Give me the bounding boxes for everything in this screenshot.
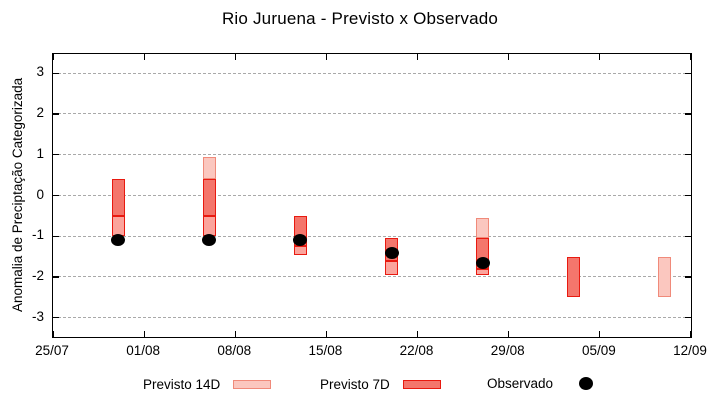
- y-tick-mark: [53, 113, 59, 115]
- gridline: [53, 154, 691, 156]
- forecast-bar-segment: [202, 215, 216, 237]
- y-tick-label: -3: [31, 308, 44, 324]
- x-tick-mark: [599, 331, 601, 337]
- y-tick-mark: [685, 276, 691, 278]
- previsto-7d-swatch-icon: [402, 380, 441, 389]
- x-tick-mark: [143, 331, 145, 337]
- forecast-bar-segment: [658, 256, 672, 298]
- legend-label-previsto-7d: Previsto 7D: [320, 377, 390, 392]
- x-tick-mark: [690, 54, 692, 60]
- gridline: [53, 276, 691, 278]
- x-tick-label: 12/09: [673, 343, 707, 358]
- legend-item-observado: Observado: [487, 376, 594, 391]
- x-tick-mark: [599, 54, 601, 60]
- observed-dot: [111, 234, 126, 247]
- x-tick-mark: [416, 331, 419, 337]
- x-tick-mark: [234, 54, 236, 60]
- y-tick-mark: [53, 194, 59, 197]
- observado-dot-icon: [579, 377, 594, 390]
- legend-label-previsto-14d: Previsto 14D: [143, 377, 221, 392]
- x-tick-mark: [52, 54, 54, 60]
- y-tick-mark: [685, 113, 691, 115]
- x-tick-mark: [52, 331, 54, 337]
- y-tick-mark: [53, 276, 59, 278]
- y-tick-label: 2: [36, 104, 44, 120]
- y-tick-label: 1: [36, 145, 44, 161]
- y-tick-mark: [53, 317, 59, 319]
- y-tick-mark: [685, 317, 691, 319]
- x-tick-label: 22/08: [399, 343, 434, 358]
- x-tick-label: 01/08: [126, 343, 161, 358]
- observed-dot: [293, 234, 308, 247]
- y-tick-mark: [53, 72, 59, 74]
- y-tick-label: 0: [36, 186, 44, 202]
- legend: Previsto 14D Previsto 7D Observado: [0, 372, 720, 398]
- x-tick-label: 29/08: [490, 343, 525, 358]
- y-tick-mark: [685, 154, 691, 156]
- observed-dot: [384, 246, 399, 259]
- x-tick-label: 08/08: [217, 343, 252, 358]
- y-tick-label: -1: [31, 227, 44, 243]
- previsto-14d-swatch-icon: [233, 380, 272, 389]
- legend-item-previsto-14d: Previsto 14D: [143, 377, 272, 392]
- x-tick-label: 05/09: [581, 343, 616, 358]
- forecast-bar-segment: [293, 246, 307, 255]
- gridline: [53, 72, 691, 74]
- observed-dot: [202, 234, 217, 247]
- y-tick-mark: [53, 235, 59, 237]
- observed-dot: [475, 256, 490, 269]
- forecast-bar-segment: [476, 217, 490, 239]
- plot-area: [52, 53, 692, 338]
- forecast-bar-segment: [567, 256, 581, 298]
- forecast-bar-segment: [385, 260, 399, 275]
- y-tick-label: 3: [36, 64, 44, 80]
- legend-label-observado: Observado: [487, 376, 554, 391]
- x-tick-mark: [234, 331, 236, 337]
- x-tick-mark: [508, 331, 510, 337]
- forecast-bar-segment: [111, 179, 125, 216]
- forecast-bar-segment: [202, 179, 216, 216]
- x-tick-mark: [143, 54, 145, 60]
- y-tick-mark: [53, 154, 59, 156]
- y-tick-mark: [685, 194, 691, 197]
- chart-title: Rio Juruena - Previsto x Observado: [221, 9, 499, 28]
- y-tick-mark: [685, 72, 691, 74]
- y-tick-mark: [685, 235, 691, 237]
- gridline: [53, 317, 691, 319]
- gridline: [53, 113, 691, 115]
- forecast-bar-segment: [202, 156, 216, 180]
- forecast-bar-segment: [476, 268, 490, 275]
- x-tick-label: 25/07: [35, 343, 69, 358]
- legend-item-previsto-7d: Previsto 7D: [320, 377, 441, 392]
- x-tick-label: 15/08: [308, 343, 343, 358]
- gridline: [53, 194, 691, 196]
- gridline: [53, 235, 691, 237]
- x-tick-mark: [325, 54, 328, 60]
- x-tick-mark: [325, 331, 328, 337]
- x-tick-mark: [690, 331, 692, 337]
- forecast-bar-segment: [111, 215, 125, 237]
- x-tick-mark: [508, 54, 510, 60]
- x-tick-mark: [416, 54, 419, 60]
- y-tick-label: -2: [31, 268, 44, 284]
